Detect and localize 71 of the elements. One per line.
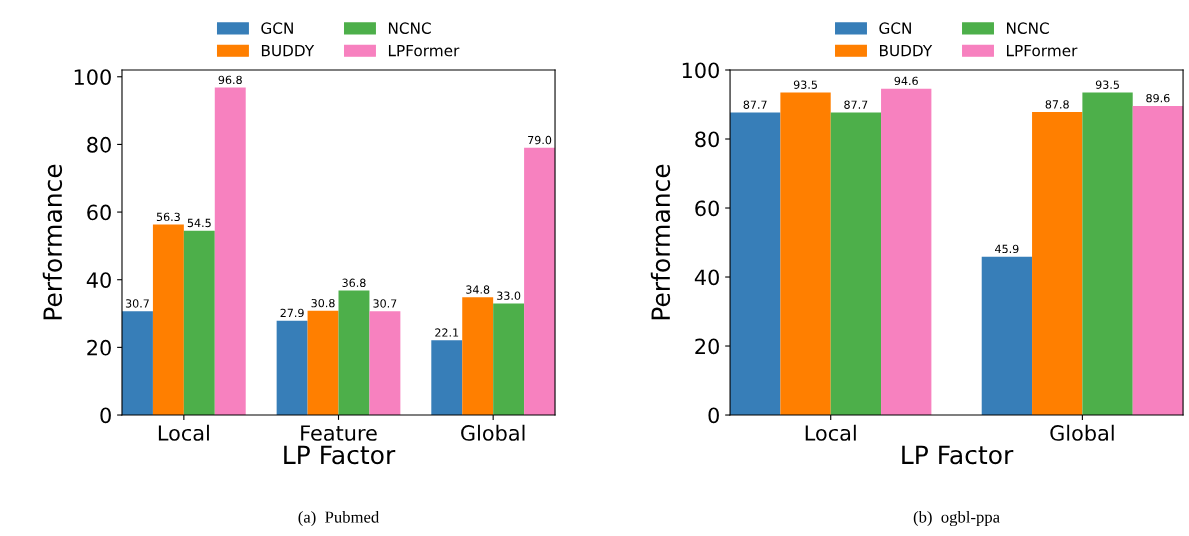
y-axis-title: Performance (650, 164, 671, 320)
data-label: 56.3 (156, 212, 180, 222)
bar (338, 290, 370, 416)
bar (276, 320, 308, 416)
data-label: 79.0 (528, 135, 552, 145)
legend-label: LPFormer (388, 44, 460, 57)
legend-label: NCNC (388, 22, 431, 34)
bar (183, 230, 215, 416)
data-label: 87.7 (743, 100, 767, 109)
y-tick-label: 80 (695, 131, 719, 148)
bar (981, 256, 1033, 416)
bar (1132, 105, 1184, 416)
data-label: 30.7 (125, 299, 149, 308)
data-label: 34.8 (466, 285, 490, 294)
y-tick-label: 100 (682, 62, 719, 79)
bar (462, 297, 494, 416)
bar (152, 224, 184, 416)
bar (121, 311, 153, 416)
data-label: 45.9 (995, 244, 1019, 254)
text: (a) Pubmed (298, 510, 380, 527)
data-label: 93.5 (1095, 80, 1119, 89)
bar (881, 88, 932, 416)
bar (369, 311, 401, 416)
legend-label: LPFormer (1007, 44, 1078, 57)
legend-label: GCN (261, 22, 293, 34)
bar (524, 147, 556, 416)
y-tick-label: 40 (694, 269, 719, 286)
y-tick-label: 20 (695, 338, 719, 355)
y-tick-label: 40 (86, 272, 111, 288)
text: (b) ogbl-ppa (913, 510, 1000, 527)
x-tick-label: Global (1050, 424, 1114, 441)
data-label: 36.8 (342, 278, 366, 287)
data-label: 87.7 (844, 100, 868, 109)
y-tick-label: 80 (87, 136, 111, 153)
data-label: 33.0 (497, 291, 521, 300)
x-tick-label: Feature (301, 425, 377, 441)
x-tick-label: Local (805, 424, 856, 441)
legend-label: GCN (879, 22, 911, 34)
y-tick-label: 60 (87, 204, 111, 221)
data-label: 87.8 (1045, 100, 1069, 109)
data-label: 93.5 (793, 80, 817, 89)
data-label: 22.1 (435, 328, 459, 337)
legend-label: BUDDY (261, 44, 315, 57)
data-label: 30.7 (373, 299, 397, 308)
legend-label: NCNC (1007, 22, 1049, 34)
bar (730, 112, 781, 416)
data-label: 94.6 (894, 76, 918, 86)
bar (1032, 112, 1083, 416)
y-tick-label: 100 (74, 69, 111, 85)
y-tick-label: 20 (87, 339, 111, 356)
y-tick-label: 0 (100, 407, 111, 424)
x-axis-title: LP Factor (902, 445, 1014, 465)
y-tick-label: 0 (708, 407, 719, 424)
data-label: 96.8 (218, 75, 242, 85)
x-axis-title: LP Factor (284, 445, 396, 465)
bar (493, 303, 525, 416)
bar (214, 87, 246, 416)
data-label: 30.8 (311, 298, 335, 308)
data-label: 89.6 (1146, 93, 1170, 103)
data-label: 54.5 (187, 218, 211, 228)
y-tick-label: 60 (695, 200, 719, 217)
bar (307, 310, 339, 416)
x-tick-label: Global (461, 424, 525, 441)
y-axis-title: Performance (42, 164, 63, 320)
bar (431, 340, 463, 416)
bar (780, 92, 831, 416)
bar (830, 112, 882, 416)
x-tick-label: Local (158, 424, 209, 441)
bar (1082, 92, 1133, 416)
legend-label: BUDDY (879, 44, 933, 57)
data-label: 27.9 (280, 308, 304, 318)
